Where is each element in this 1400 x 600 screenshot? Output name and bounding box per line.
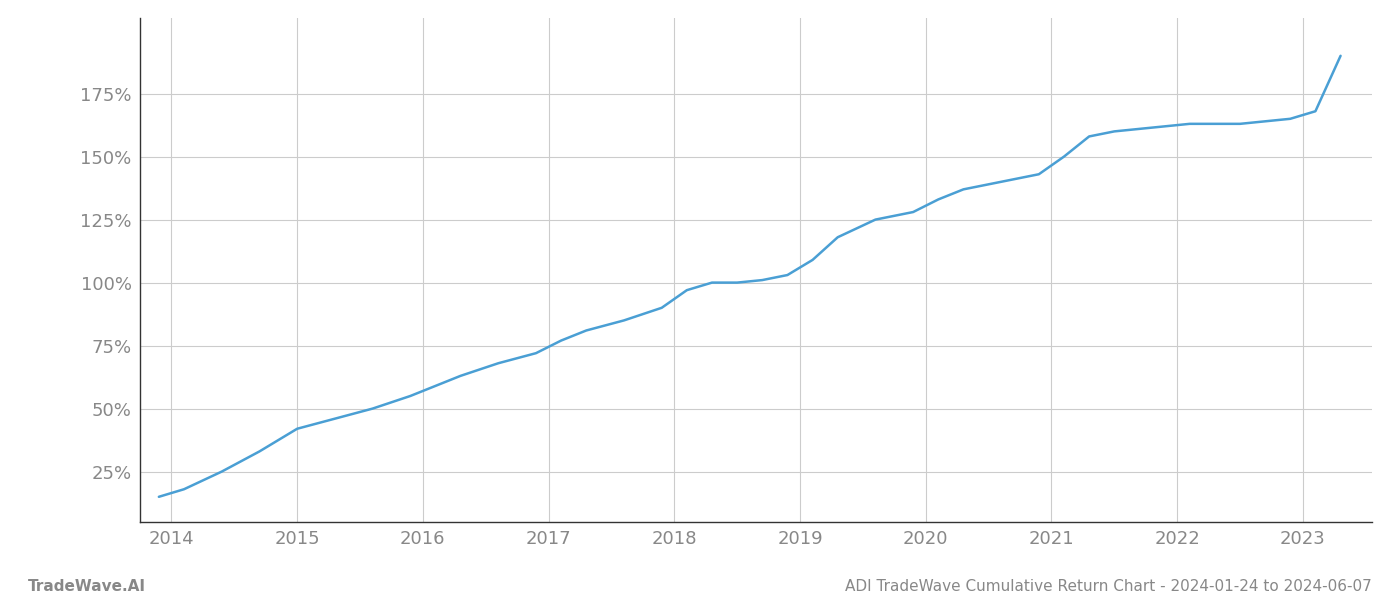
Text: TradeWave.AI: TradeWave.AI [28, 579, 146, 594]
Text: ADI TradeWave Cumulative Return Chart - 2024-01-24 to 2024-06-07: ADI TradeWave Cumulative Return Chart - … [846, 579, 1372, 594]
